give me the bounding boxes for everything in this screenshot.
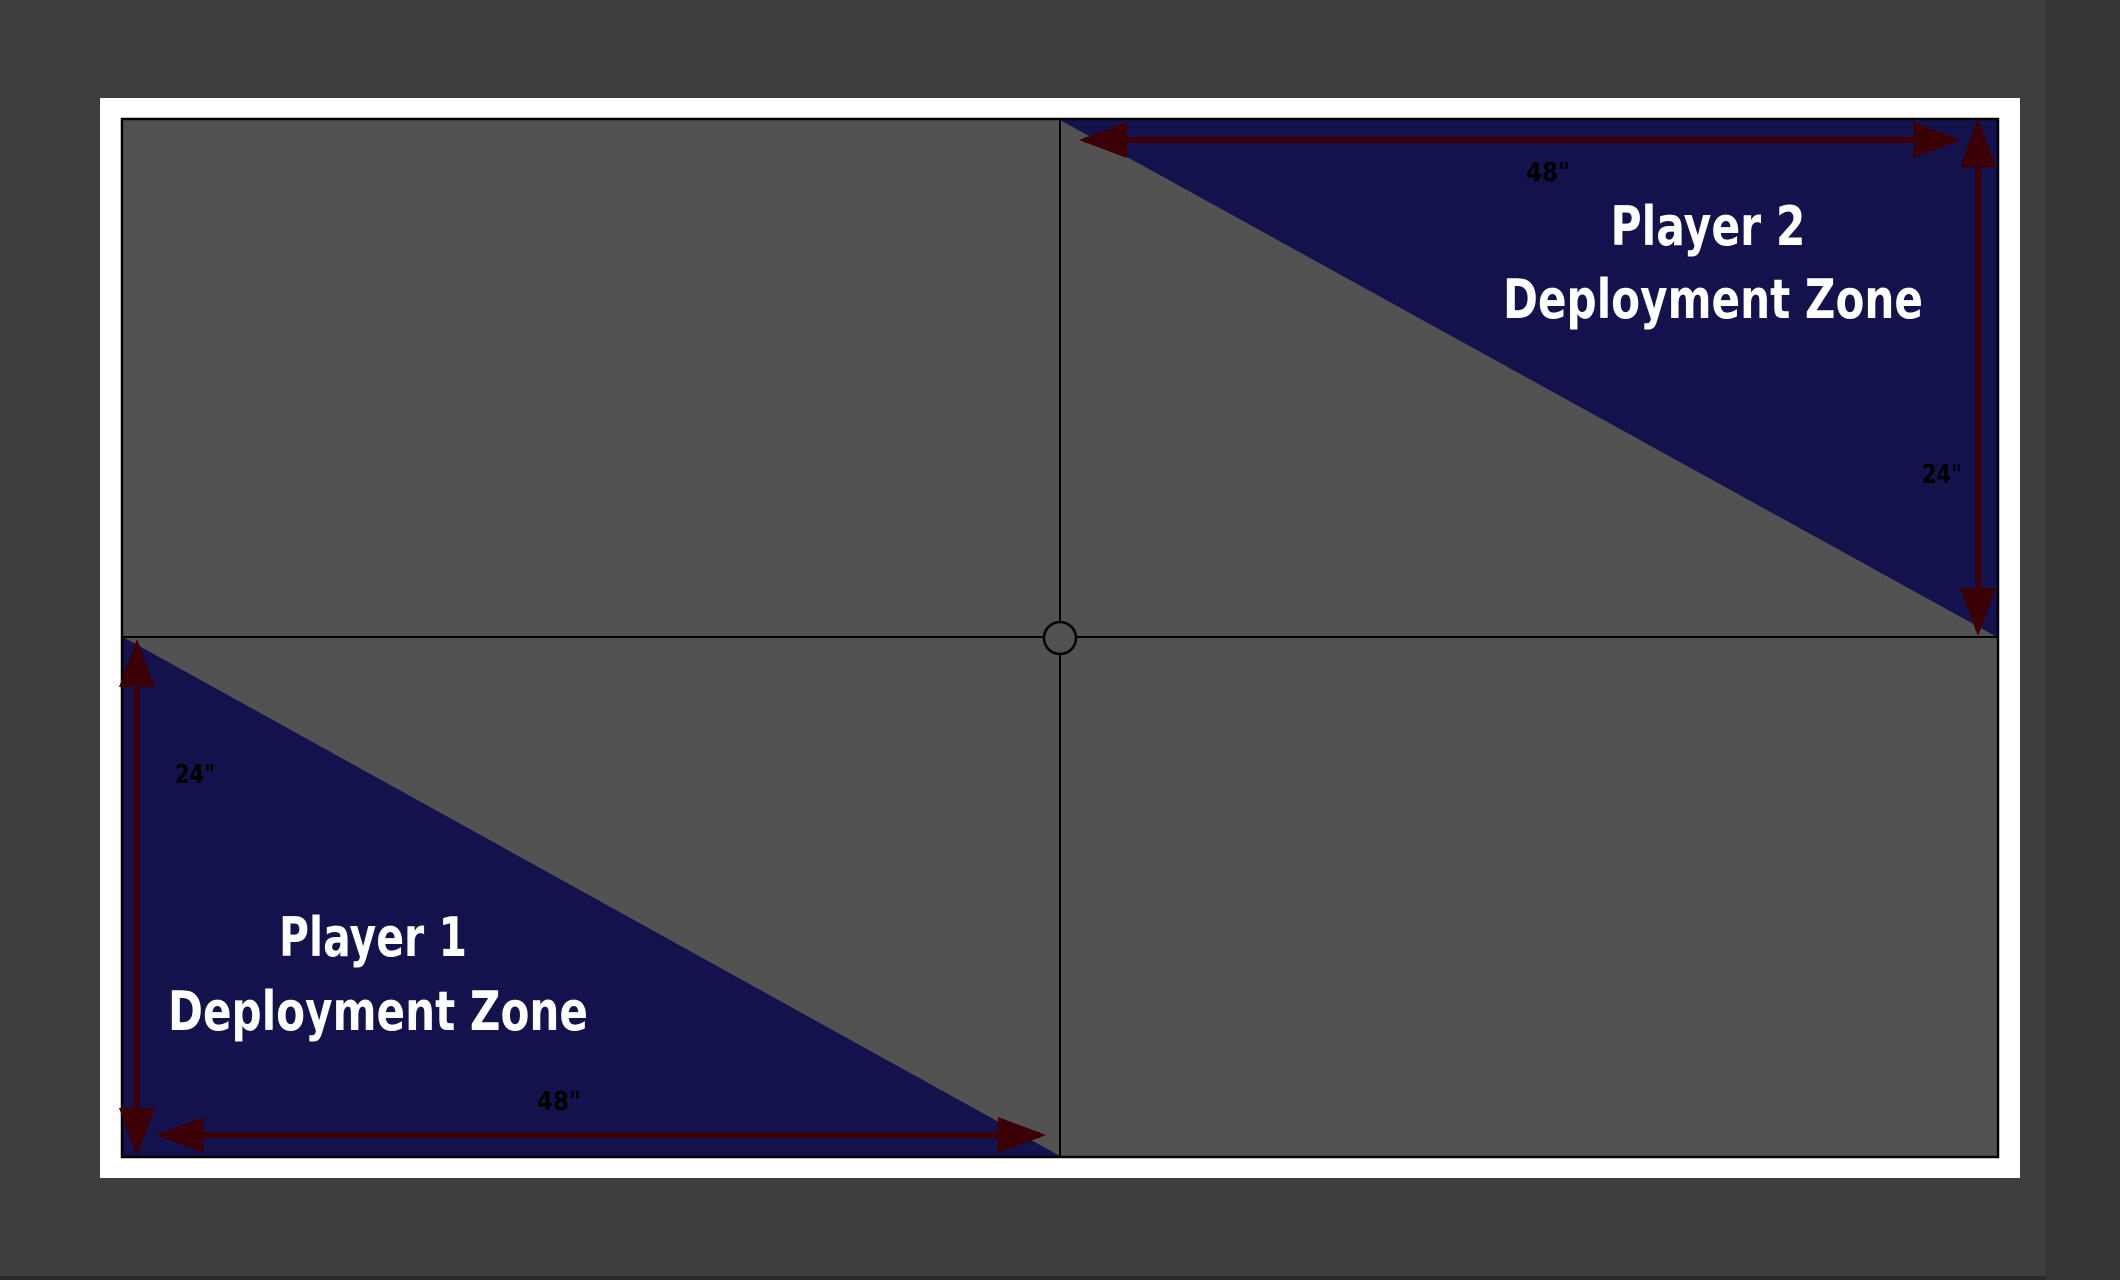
player2-title-line2: Deployment Zone (1503, 268, 1923, 331)
player1-title-line2: Deployment Zone (168, 980, 588, 1043)
player1-deployment-zone (123, 637, 1060, 1156)
center-circle-icon (1042, 620, 1078, 656)
bottom-edge-line (0, 1276, 2046, 1280)
player2-height-label: 24" (1922, 460, 1962, 490)
right-side-panel (2046, 0, 2120, 1280)
player1-title-line1: Player 1 (279, 906, 467, 969)
player1-width-label: 48" (537, 1087, 581, 1117)
table-border (120, 117, 2000, 1159)
player2-deployment-zone (1060, 120, 1997, 637)
player1-height-label: 24" (175, 760, 215, 790)
player2-width-label: 48" (1526, 158, 1570, 188)
player2-title-line1: Player 2 (1611, 195, 1806, 258)
